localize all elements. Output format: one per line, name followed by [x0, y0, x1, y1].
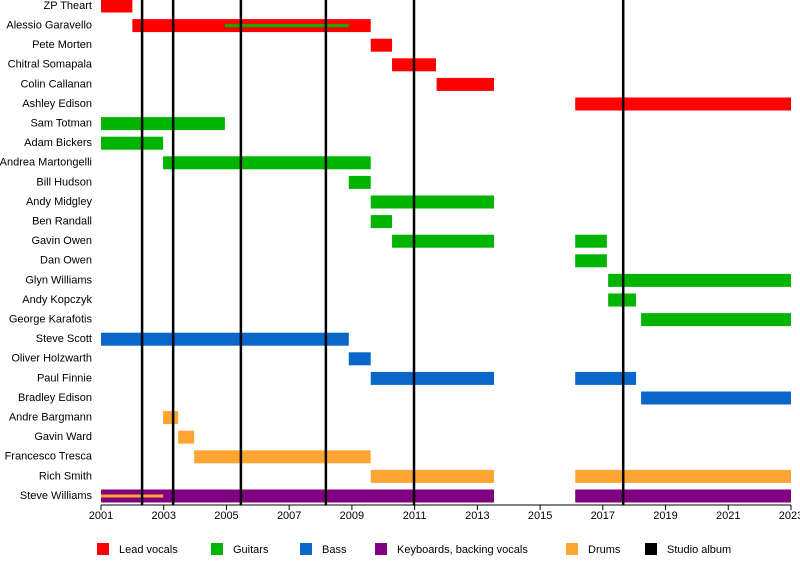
member-label: George Karafotis	[9, 314, 93, 326]
legend-swatch	[566, 543, 578, 555]
member-label: Andy Midgley	[26, 196, 93, 208]
member-label: Sam Totman	[30, 118, 92, 130]
tenure-bar	[370, 38, 393, 52]
tenure-bar	[641, 313, 791, 327]
legend-label: Bass	[322, 544, 347, 556]
legend-swatch	[211, 543, 223, 555]
tenure-bar	[370, 215, 393, 229]
tenure-bar	[163, 411, 179, 425]
member-label: Steve Scott	[36, 333, 92, 345]
member-label: Chitral Somapala	[8, 59, 93, 71]
member-label: Bill Hudson	[36, 176, 92, 188]
tenure-bar	[101, 0, 133, 13]
member-label: Ben Randall	[32, 216, 92, 228]
tenure-bar	[575, 254, 607, 268]
x-tick-label: 2009	[340, 510, 364, 522]
x-tick-label: 2001	[89, 510, 113, 522]
tenure-bar	[224, 24, 349, 28]
tenure-bar	[575, 469, 791, 483]
member-label: Gavin Owen	[31, 235, 92, 247]
tenure-bar	[392, 234, 494, 248]
tenure-bar	[178, 430, 195, 444]
legend-swatch	[375, 543, 387, 555]
member-label: Andre Bargmann	[9, 412, 92, 424]
member-label: Adam Bickers	[24, 137, 92, 149]
member-label: Gavin Ward	[34, 431, 92, 443]
tenure-bar	[101, 494, 164, 498]
member-label: Dan Owen	[40, 255, 92, 267]
member-label: Andy Kopczyk	[22, 294, 92, 306]
member-label: Paul Finnie	[37, 372, 92, 384]
member-label: Rich Smith	[39, 470, 92, 482]
legend-swatch	[300, 543, 312, 555]
member-label: Steve Williams	[20, 490, 93, 502]
tenure-bar	[370, 195, 494, 209]
member-label: Bradley Edison	[18, 392, 92, 404]
tenure-bar	[101, 489, 494, 503]
member-label: Glyn Williams	[25, 274, 92, 286]
x-tick-label: 2013	[465, 510, 489, 522]
x-tick-label: 2019	[653, 510, 677, 522]
member-label: Ashley Edison	[22, 98, 92, 110]
legend-swatch	[97, 543, 109, 555]
member-label: Oliver Holzwarth	[11, 353, 92, 365]
tenure-bar	[348, 175, 371, 189]
tenure-bar	[163, 156, 371, 170]
member-label: Andrea Martongelli	[0, 157, 92, 169]
tenure-bar	[575, 234, 607, 248]
tenure-bar	[194, 450, 371, 464]
legend-label: Studio album	[667, 544, 731, 556]
tenure-bar	[641, 391, 791, 405]
member-label: Colin Callanan	[20, 78, 92, 90]
x-tick-label: 2007	[277, 510, 301, 522]
x-tick-label: 2005	[214, 510, 238, 522]
tenure-bar	[370, 371, 494, 385]
tenure-bar	[101, 136, 164, 150]
x-tick-label: 2017	[591, 510, 615, 522]
tenure-bar	[575, 97, 791, 111]
x-tick-label: 2021	[716, 510, 740, 522]
tenure-bar	[575, 489, 791, 503]
tenure-bar	[101, 332, 349, 346]
member-label: ZP Theart	[43, 0, 92, 12]
legend-label: Guitars	[233, 544, 269, 556]
tenure-bar	[370, 469, 494, 483]
x-tick-label: 2023	[779, 510, 800, 522]
member-label: Francesco Tresca	[5, 451, 93, 463]
x-tick-label: 2011	[403, 510, 427, 522]
legend-label: Keyboards, backing vocals	[397, 544, 528, 556]
tenure-bar	[436, 77, 494, 91]
member-label: Pete Morten	[32, 39, 92, 51]
x-tick-label: 2003	[151, 510, 175, 522]
x-tick-label: 2015	[528, 510, 552, 522]
legend-label: Drums	[588, 544, 621, 556]
legend-label: Lead vocals	[119, 544, 178, 556]
legend-swatch	[645, 543, 657, 555]
tenure-bar	[575, 371, 637, 385]
member-label: Alessio Garavello	[6, 20, 92, 32]
tenure-bar	[608, 273, 791, 287]
tenure-bar	[348, 352, 371, 366]
tenure-bar	[101, 117, 225, 131]
